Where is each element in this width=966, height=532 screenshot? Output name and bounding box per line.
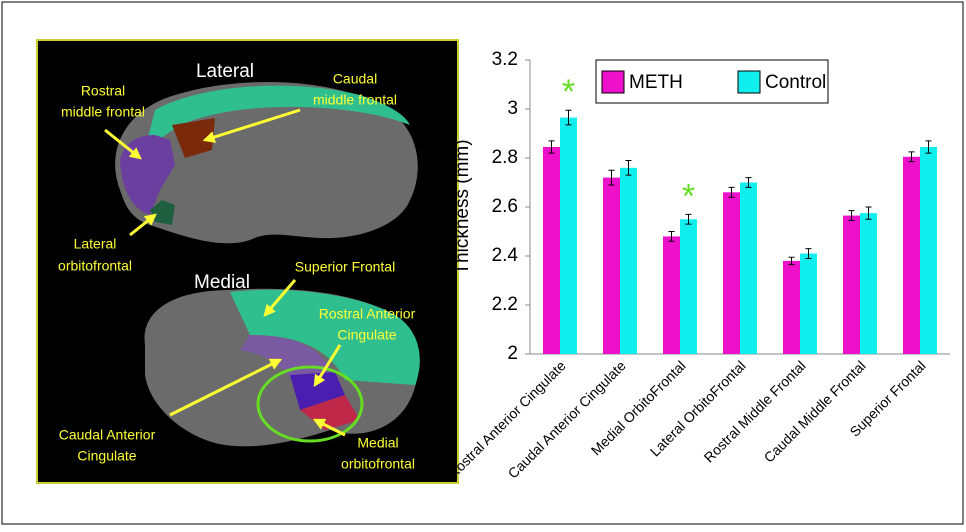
caudal-middle-frontal-region xyxy=(172,118,215,158)
error-bar xyxy=(728,186,735,198)
arrow xyxy=(263,279,297,317)
bar xyxy=(920,146,937,354)
region-label: Superior Frontal xyxy=(295,259,395,275)
error-bar xyxy=(925,140,932,154)
significance-marker: * xyxy=(682,177,695,215)
error-bar xyxy=(745,177,752,188)
error-bar xyxy=(805,248,812,259)
y-tick-label: 3.2 xyxy=(492,49,518,70)
y-axis-label: Thickness (mm) xyxy=(452,139,473,274)
highlight-circle xyxy=(256,365,364,443)
region-label: Caudal xyxy=(333,71,377,87)
arrow xyxy=(104,128,142,160)
y-tick-label: 2.2 xyxy=(492,294,518,315)
bar xyxy=(603,177,620,354)
region-label: orbitofrontal xyxy=(341,456,415,472)
medial-title: Medial xyxy=(194,272,250,293)
rostral-anterior-cingulate-region xyxy=(290,372,345,410)
y-tick-label: 2.8 xyxy=(492,147,518,168)
bar xyxy=(903,156,920,354)
significance-marker: * xyxy=(562,73,575,111)
bar xyxy=(680,219,697,354)
y-tick-label: 2 xyxy=(507,343,518,364)
arrow xyxy=(312,418,346,437)
y-tick-label: 2.4 xyxy=(492,245,519,266)
region-label: Medial xyxy=(357,435,398,451)
error-bar xyxy=(668,231,675,242)
bar xyxy=(620,167,637,354)
legend-label: Control xyxy=(765,72,826,93)
bar xyxy=(663,236,680,354)
legend-label: METH xyxy=(629,72,683,93)
legend-swatch xyxy=(737,70,761,94)
lateral-title: Lateral xyxy=(196,61,254,82)
brain-panel: Lateral Medial Rostral middle frontal Ca… xyxy=(36,39,459,484)
bar xyxy=(543,146,560,354)
arrow xyxy=(169,358,283,417)
region-label: Caudal Anterior xyxy=(59,427,156,443)
error-bar xyxy=(865,206,872,220)
y-tick-label: 3 xyxy=(507,98,518,119)
error-bar xyxy=(908,151,915,163)
legend-swatch xyxy=(601,70,625,94)
bar xyxy=(783,260,800,354)
error-bar xyxy=(625,159,632,176)
superior-frontal-region xyxy=(145,85,410,150)
arrow xyxy=(129,213,157,237)
region-label: orbitofrontal xyxy=(58,258,132,274)
region-label: middle frontal xyxy=(61,104,145,120)
bar xyxy=(560,117,577,354)
bar xyxy=(723,192,740,354)
error-bar xyxy=(685,213,692,225)
y-tick-label: 2.6 xyxy=(492,196,518,217)
legend-box xyxy=(595,59,829,104)
region-label: Rostral xyxy=(81,83,125,99)
arrow xyxy=(313,344,342,388)
error-bar xyxy=(548,140,555,154)
region-label: Rostral Anterior xyxy=(319,306,416,322)
region-label: middle frontal xyxy=(313,92,397,108)
region-label: Lateral xyxy=(74,236,117,252)
arrow xyxy=(202,108,301,143)
medial-superior-frontal-region xyxy=(230,289,420,385)
error-bar xyxy=(788,256,795,266)
bar xyxy=(843,215,860,354)
region-label: Cingulate xyxy=(337,327,396,343)
error-bar xyxy=(608,169,615,186)
region-label: Cingulate xyxy=(77,448,136,464)
bar xyxy=(800,253,817,354)
error-bar xyxy=(848,210,855,221)
error-bar xyxy=(565,109,572,126)
bar xyxy=(740,182,757,354)
bar xyxy=(860,213,877,354)
